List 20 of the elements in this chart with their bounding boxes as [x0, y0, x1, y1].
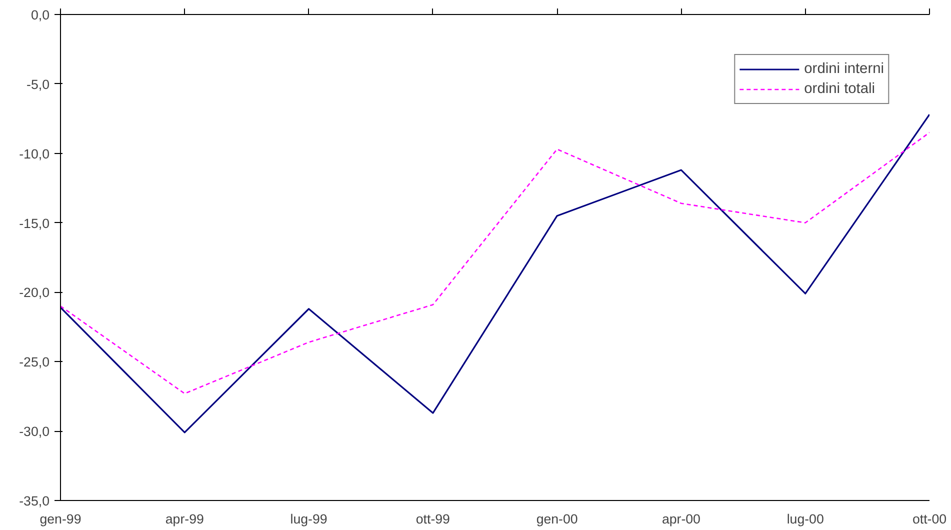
x-tick-label: apr-00: [662, 512, 700, 526]
legend-label: ordini interni: [804, 61, 884, 77]
y-tick-label: -25,0: [19, 354, 50, 370]
y-tick-label: -35,0: [19, 494, 50, 508]
line-series: [60, 114, 930, 434]
x-tick-label: gen-00: [536, 512, 578, 526]
y-tick-label: -15,0: [19, 216, 50, 231]
x-tick-label: lug-00: [786, 512, 824, 526]
y-tick-label: -5,0: [26, 76, 50, 92]
y-tick-label: 0,0: [30, 8, 50, 22]
y-tick-label: -20,0: [19, 285, 50, 300]
x-tick-label: ott-99: [416, 512, 450, 526]
x-tick-label: lug-99: [290, 512, 328, 526]
x-tick-label: apr-99: [165, 512, 204, 526]
y-tick-label: -30,0: [19, 424, 50, 440]
x-tick-label: gen-99: [40, 512, 82, 526]
x-tick-label: ott-00: [912, 512, 947, 526]
y-tick-label: -10,0: [19, 146, 50, 162]
legend-label: ordini totali: [804, 81, 876, 97]
line-series: [60, 132, 930, 394]
